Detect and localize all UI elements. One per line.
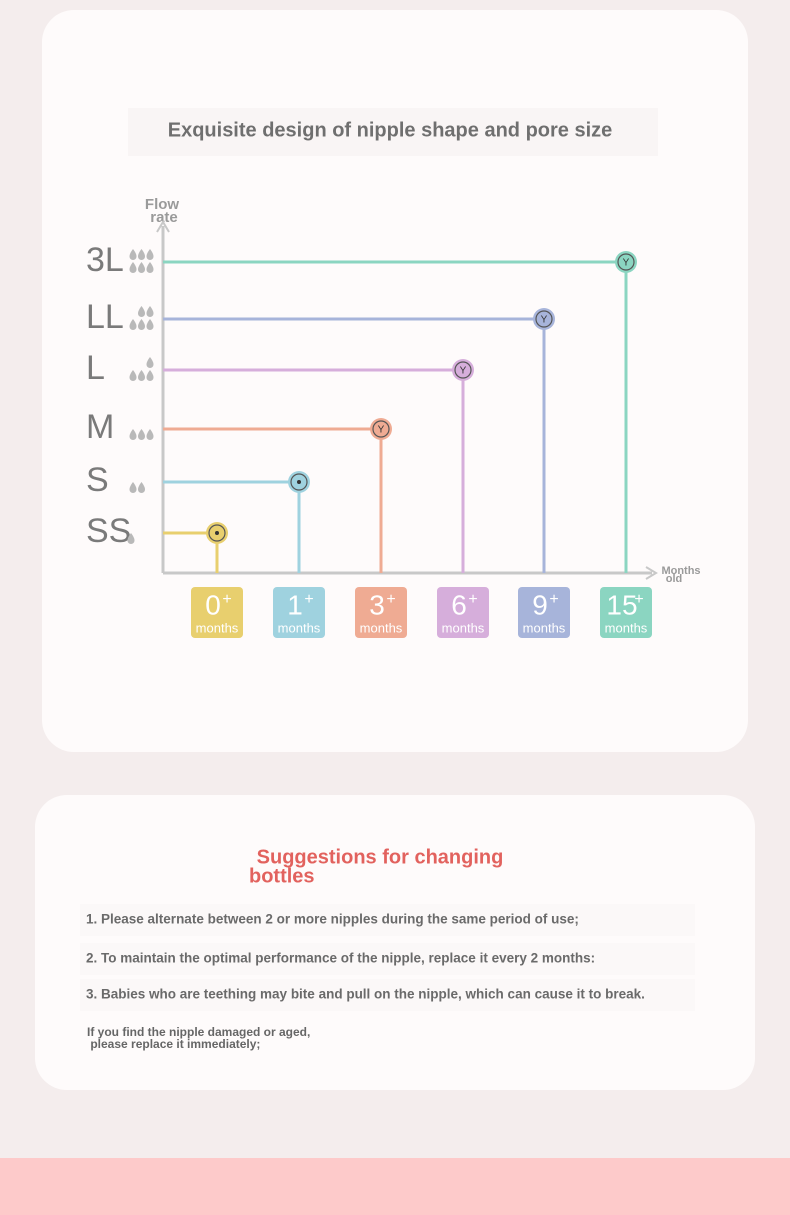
age-plus: + [304, 591, 313, 608]
flow-drop [129, 249, 137, 261]
age-badge [600, 587, 652, 638]
flow-drop [129, 429, 137, 441]
flow-drop [127, 533, 135, 544]
flow-drop [138, 306, 145, 318]
nipple-dot [215, 531, 219, 535]
nipple-icon: Y [460, 366, 467, 377]
size-label: M [86, 408, 114, 446]
flow-drop [138, 319, 145, 331]
tips-title: Suggestions for changing [257, 846, 504, 868]
y-axis-arrow [156, 220, 170, 233]
flow-drop [129, 262, 137, 273]
chart-title: Exquisite design of nipple shape and por… [168, 119, 613, 141]
flow-drop [138, 429, 145, 441]
nipple-marker-inner [535, 310, 553, 328]
age-unit: months [278, 620, 321, 635]
flow-drop [138, 249, 145, 261]
age-unit: months [196, 620, 239, 635]
age-plus: + [468, 591, 477, 608]
age-unit: months [523, 620, 566, 635]
tip-band [80, 943, 695, 975]
age-value: 3 [369, 589, 385, 620]
age-value: 1 [287, 589, 303, 620]
age-badge [191, 587, 243, 638]
tips-list: 1. Please alternate between 2 or more ni… [80, 904, 695, 1011]
tip-item: 1. Please alternate between 2 or more ni… [86, 912, 579, 927]
flow-drop [129, 482, 137, 493]
age-value: 0 [205, 589, 221, 620]
nipple-marker-inner [372, 420, 390, 438]
nipple-dot [297, 480, 301, 484]
footer-band [0, 1158, 790, 1215]
nipple-icon: Y [623, 258, 630, 269]
age-value: 15 [606, 589, 637, 620]
tip-band [80, 904, 695, 936]
age-plus: + [634, 591, 643, 608]
age-unit: months [442, 620, 485, 635]
nipple-marker-inner [617, 253, 635, 271]
x-axis-label: old [666, 573, 683, 585]
tip-item: 2. To maintain the optimal performance o… [86, 951, 595, 966]
size-label: 3L [86, 241, 124, 279]
tip-band [80, 979, 695, 1011]
flow-drop [146, 262, 154, 273]
tips-card [35, 795, 755, 1090]
tips-title: bottles [249, 865, 315, 887]
age-badge [273, 587, 325, 638]
x-axis-arrow [645, 566, 658, 580]
note: If you find the nipple damaged or aged, [87, 1025, 310, 1039]
nipple-marker-inner [454, 361, 472, 379]
age-plus: + [386, 591, 395, 608]
age-badge [355, 587, 407, 638]
y-axis-label: rate [150, 209, 178, 226]
tip-item: 3. Babies who are teething may bite and … [86, 987, 645, 1002]
flow-drop [129, 319, 137, 331]
size-label: SS [86, 512, 131, 550]
nipple-icon: Y [541, 315, 548, 326]
flow-drop [146, 249, 154, 261]
flow-drop [146, 319, 154, 331]
title-band [128, 108, 658, 156]
size-label: L [86, 349, 105, 387]
flow-drop [146, 370, 154, 381]
age-plus: + [222, 591, 231, 608]
size-label: LL [86, 298, 124, 336]
age-value: 6 [451, 589, 467, 620]
age-value: 9 [532, 589, 548, 620]
age-plus: + [549, 591, 558, 608]
x-axis-label: Months [661, 565, 700, 577]
size-label: S [86, 461, 109, 499]
flow-drop [146, 429, 154, 441]
nipple-icon: Y [378, 425, 385, 436]
flow-drop [146, 357, 154, 368]
y-axis-label: Flow [145, 196, 179, 213]
note: please replace it immediately; [87, 1037, 260, 1051]
flow-drop [138, 482, 145, 493]
age-unit: months [605, 620, 648, 635]
flow-drop [138, 370, 145, 381]
flow-drop [138, 262, 145, 273]
flow-drop [146, 306, 154, 318]
flow-drop [129, 370, 137, 381]
age-unit: months [360, 620, 403, 635]
age-badge [437, 587, 489, 638]
age-badge [518, 587, 570, 638]
